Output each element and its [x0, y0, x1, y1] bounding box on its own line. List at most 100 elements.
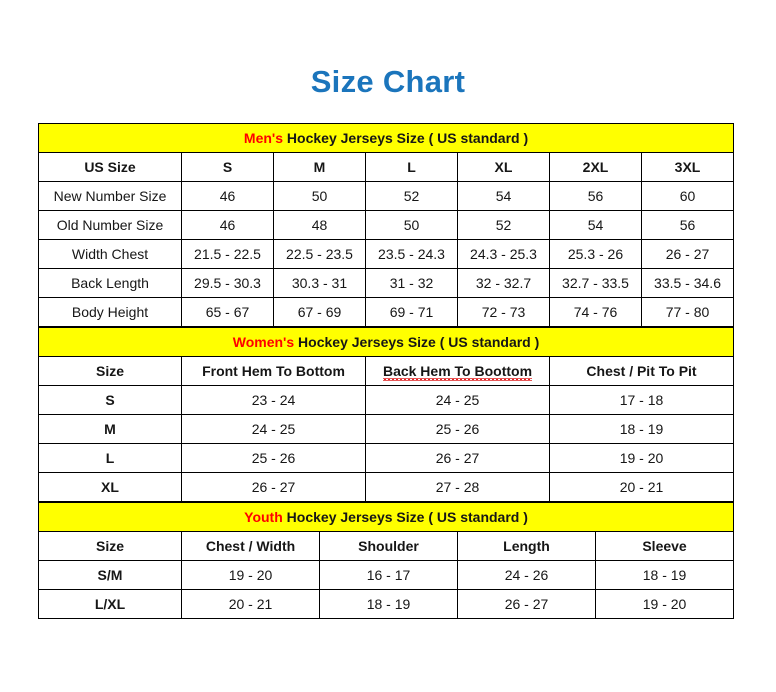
youth-size-table: Youth Hockey Jerseys Size ( US standard …	[37, 502, 735, 619]
mens-col-3: L	[365, 152, 458, 182]
mens-col-2: M	[273, 152, 366, 182]
youth-banner-accent: Youth	[244, 508, 283, 525]
youth-col-3: Length	[457, 531, 596, 561]
table-row: Old Number Size 46 48 50 52 54 56	[38, 210, 735, 240]
mens-row-2-cell-5: 26 - 27	[640, 239, 735, 269]
youth-row-0-cell-3: 18 - 19	[594, 560, 735, 590]
mens-row-3-cell-3: 32 - 32.7	[457, 268, 550, 298]
mens-row-1-cell-1: 48	[273, 210, 366, 240]
womens-banner: Women's Hockey Jerseys Size ( US standar…	[37, 327, 735, 357]
womens-size-table: Women's Hockey Jerseys Size ( US standar…	[37, 327, 735, 502]
womens-row-3-label: XL	[38, 472, 182, 502]
table-row: L 25 - 26 26 - 27 19 - 20	[38, 443, 735, 473]
womens-banner-rest: Hockey Jerseys Size ( US standard )	[294, 333, 540, 350]
youth-col-2: Shoulder	[319, 531, 458, 561]
youth-row-0-label: S/M	[38, 560, 182, 590]
mens-row-2-cell-1: 22.5 - 23.5	[273, 239, 366, 269]
mens-row-1-cell-3: 52	[457, 210, 550, 240]
youth-row-1-cell-3: 19 - 20	[594, 589, 735, 619]
womens-row-2-label: L	[38, 443, 182, 473]
womens-header-row: Size Front Hem To Bottom Back Hem To Boo…	[38, 356, 735, 386]
mens-banner-accent: Men's	[243, 129, 284, 146]
womens-col-2: Back Hem To Boottom	[365, 356, 550, 386]
mens-row-1-cell-0: 46	[181, 210, 274, 240]
youth-banner-rest: Hockey Jerseys Size ( US standard )	[282, 508, 528, 525]
womens-col-0: Size	[38, 356, 182, 386]
mens-row-3-cell-2: 31 - 32	[365, 268, 458, 298]
mens-row-3-cell-1: 30.3 - 31	[273, 268, 366, 298]
youth-row-1-cell-2: 26 - 27	[457, 589, 596, 619]
mens-row-1-label: Old Number Size	[38, 210, 182, 240]
youth-col-0: Size	[38, 531, 182, 561]
womens-row-1-cell-1: 25 - 26	[365, 414, 550, 444]
mens-row-4-cell-1: 67 - 69	[273, 297, 366, 327]
youth-row-0-cell-1: 16 - 17	[319, 560, 458, 590]
mens-row-4-cell-4: 74 - 76	[549, 297, 642, 327]
table-row: M 24 - 25 25 - 26 18 - 19	[38, 414, 735, 444]
mens-row-1-cell-4: 54	[549, 210, 642, 240]
table-row: Body Height 65 - 67 67 - 69 69 - 71 72 -…	[38, 297, 735, 327]
mens-col-0: US Size	[38, 152, 182, 182]
page-title: Size Chart	[310, 64, 466, 99]
youth-row-1-label: L/XL	[38, 589, 182, 619]
youth-banner: Youth Hockey Jerseys Size ( US standard …	[37, 502, 735, 532]
mens-row-2-label: Width Chest	[38, 239, 182, 269]
table-row: New Number Size 46 50 52 54 56 60	[38, 181, 735, 211]
table-row: XL 26 - 27 27 - 28 20 - 21	[38, 472, 735, 502]
table-row: Back Length 29.5 - 30.3 30.3 - 31 31 - 3…	[38, 268, 735, 298]
mens-col-1: S	[181, 152, 274, 182]
mens-row-3-cell-4: 32.7 - 33.5	[549, 268, 642, 298]
womens-row-0-cell-0: 23 - 24	[181, 385, 366, 415]
mens-row-3-cell-0: 29.5 - 30.3	[181, 268, 274, 298]
mens-row-0-cell-1: 50	[273, 181, 366, 211]
youth-col-4: Sleeve	[594, 531, 735, 561]
womens-row-0-cell-2: 17 - 18	[548, 385, 735, 415]
table-row: Width Chest 21.5 - 22.5 22.5 - 23.5 23.5…	[38, 239, 735, 269]
mens-col-5: 2XL	[549, 152, 642, 182]
womens-col-2-label: Back Hem To Boottom	[382, 363, 533, 382]
womens-col-1: Front Hem To Bottom	[181, 356, 366, 386]
youth-row-0-cell-0: 19 - 20	[181, 560, 320, 590]
mens-row-0-cell-0: 46	[181, 181, 274, 211]
womens-col-3: Chest / Pit To Pit	[548, 356, 735, 386]
womens-row-2-cell-0: 25 - 26	[181, 443, 366, 473]
womens-row-1-label: M	[38, 414, 182, 444]
womens-row-2-cell-1: 26 - 27	[365, 443, 550, 473]
mens-row-2-cell-0: 21.5 - 22.5	[181, 239, 274, 269]
womens-row-0-cell-1: 24 - 25	[365, 385, 550, 415]
womens-row-2-cell-2: 19 - 20	[548, 443, 735, 473]
mens-row-0-cell-3: 54	[457, 181, 550, 211]
table-row: S 23 - 24 24 - 25 17 - 18	[38, 385, 735, 415]
youth-row-1-cell-0: 20 - 21	[181, 589, 320, 619]
spellcheck-squiggle-icon	[382, 378, 533, 382]
youth-col-1: Chest / Width	[181, 531, 320, 561]
mens-row-1-cell-5: 56	[640, 210, 735, 240]
table-row: S/M 19 - 20 16 - 17 24 - 26 18 - 19	[38, 560, 735, 590]
mens-row-0-cell-2: 52	[365, 181, 458, 211]
mens-row-2-cell-4: 25.3 - 26	[549, 239, 642, 269]
mens-row-3-label: Back Length	[38, 268, 182, 298]
mens-size-table: Men's Hockey Jerseys Size ( US standard …	[37, 123, 735, 327]
mens-row-4-label: Body Height	[38, 297, 182, 327]
mens-row-4-cell-2: 69 - 71	[365, 297, 458, 327]
womens-banner-accent: Women's	[232, 333, 295, 350]
table-row: L/XL 20 - 21 18 - 19 26 - 27 19 - 20	[38, 589, 735, 619]
mens-row-0-cell-4: 56	[549, 181, 642, 211]
youth-row-0-cell-2: 24 - 26	[457, 560, 596, 590]
womens-row-3-cell-0: 26 - 27	[181, 472, 366, 502]
youth-banner-row: Youth Hockey Jerseys Size ( US standard …	[37, 502, 735, 532]
youth-row-1-cell-1: 18 - 19	[319, 589, 458, 619]
womens-banner-row: Women's Hockey Jerseys Size ( US standar…	[37, 327, 735, 357]
mens-row-3-cell-5: 33.5 - 34.6	[640, 268, 735, 298]
mens-row-4-cell-5: 77 - 80	[640, 297, 735, 327]
youth-header-row: Size Chest / Width Shoulder Length Sleev…	[38, 531, 735, 561]
mens-banner-rest: Hockey Jerseys Size ( US standard )	[283, 129, 529, 146]
womens-row-1-cell-0: 24 - 25	[181, 414, 366, 444]
mens-col-6: 3XL	[640, 152, 735, 182]
mens-row-0-cell-5: 60	[640, 181, 735, 211]
mens-col-4: XL	[457, 152, 550, 182]
womens-row-3-cell-1: 27 - 28	[365, 472, 550, 502]
mens-row-2-cell-3: 24.3 - 25.3	[457, 239, 550, 269]
mens-row-4-cell-0: 65 - 67	[181, 297, 274, 327]
